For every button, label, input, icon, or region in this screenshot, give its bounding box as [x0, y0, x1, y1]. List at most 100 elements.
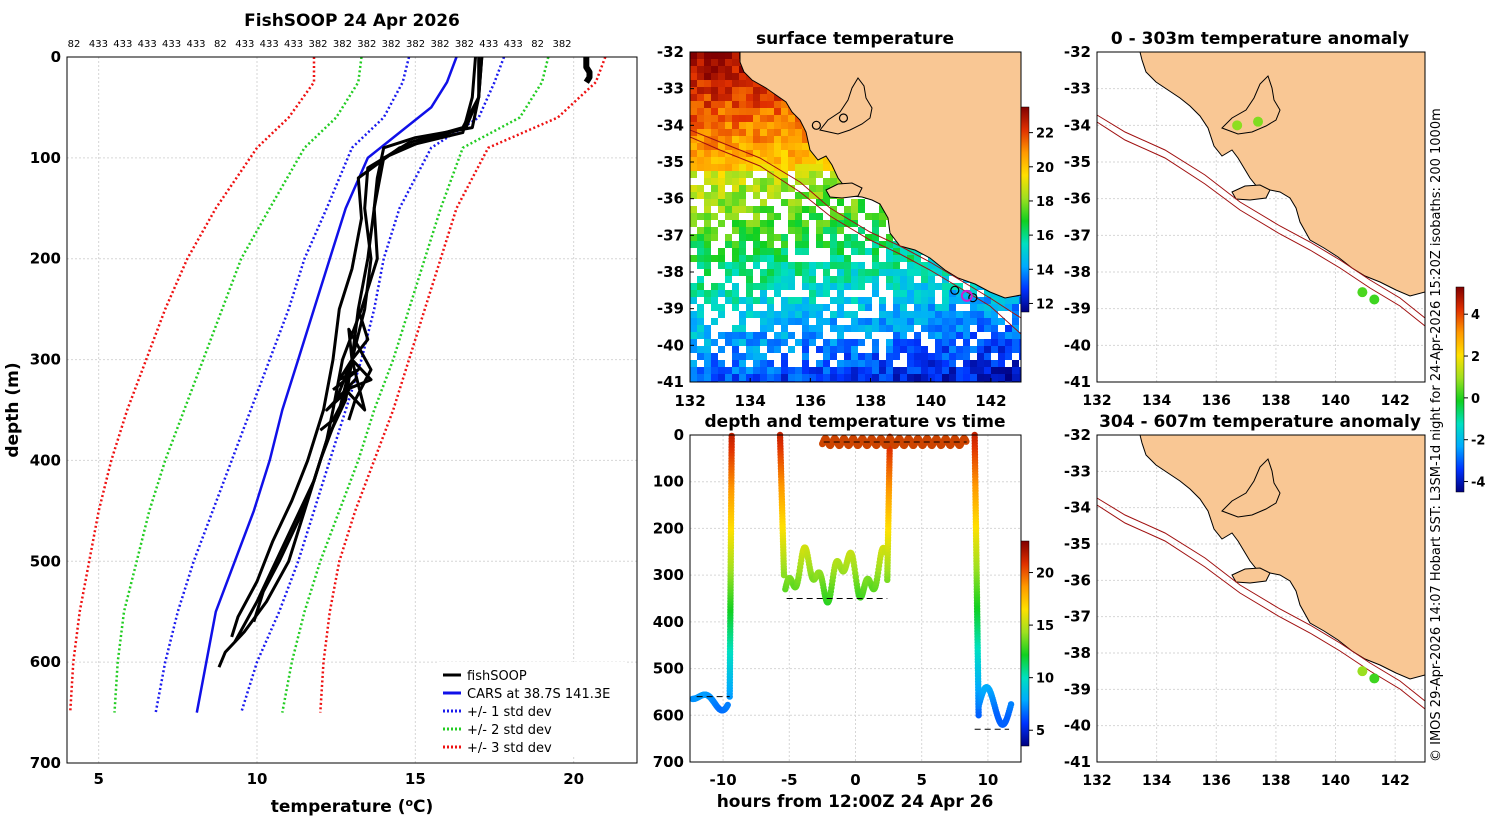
sst-cell: [844, 262, 851, 269]
sst-cell: [795, 325, 802, 332]
sst-cell: [795, 290, 802, 297]
sst-cell: [725, 353, 732, 360]
sst-cell: [746, 157, 753, 164]
sst-cell: [872, 255, 879, 262]
sst-cell: [781, 290, 788, 297]
sst-cell: [711, 171, 718, 178]
sst-cell: [697, 304, 704, 311]
sst-cell: [746, 304, 753, 311]
sst-cell: [795, 213, 802, 220]
sst-cell: [725, 360, 732, 367]
sst-cell: [767, 157, 774, 164]
sst-cell: [739, 297, 746, 304]
legend-label-fishsoop: fishSOOP: [467, 669, 527, 684]
anom-xtick-label: 134: [1142, 393, 1171, 409]
sst-cell: [704, 122, 711, 129]
sst-cell: [732, 143, 739, 150]
sst-cell: [718, 171, 725, 178]
sst-cell: [760, 255, 767, 262]
sst-cell: [746, 129, 753, 136]
sst-cell: [690, 220, 697, 227]
sst-cell: [697, 87, 704, 94]
sst-cell: [704, 290, 711, 297]
sst-cell: [767, 192, 774, 199]
sst-cell: [760, 304, 767, 311]
sst-cell: [802, 255, 809, 262]
sst-cell: [753, 213, 760, 220]
sst-cell: [991, 360, 998, 367]
sst-cell: [872, 234, 879, 241]
sst-cell: [739, 374, 746, 381]
anom-colorbar-label: 2: [1471, 350, 1480, 365]
sst-cell: [788, 346, 795, 353]
sst-cell: [781, 360, 788, 367]
sst-cell: [935, 297, 942, 304]
sst-cell: [788, 185, 795, 192]
profile-series-line: [319, 56, 607, 713]
sst-cell: [725, 213, 732, 220]
sst-cell: [914, 367, 921, 374]
sst-cell: [921, 339, 928, 346]
sst-cell: [697, 332, 704, 339]
legend-box: [437, 662, 627, 756]
sst-cell: [690, 59, 697, 66]
sst-cell: [718, 304, 725, 311]
sst-cell: [935, 276, 942, 283]
sample-count-label: 433: [162, 39, 181, 50]
sst-cell: [858, 374, 865, 381]
sst-cell: [725, 87, 732, 94]
sst-cell: [963, 367, 970, 374]
sst-cell: [984, 332, 991, 339]
sst-cell: [1005, 297, 1012, 304]
sst-cell: [732, 325, 739, 332]
sst-cell: [753, 290, 760, 297]
anom-point: [1357, 287, 1368, 298]
sst-cell: [900, 304, 907, 311]
sst-cell: [816, 220, 823, 227]
sst-cell: [942, 304, 949, 311]
sst-cell: [725, 374, 732, 381]
sst-cell: [1019, 311, 1021, 318]
sst-cell: [844, 353, 851, 360]
sst-cell: [865, 276, 872, 283]
sst-cell: [725, 297, 732, 304]
sst-cell: [858, 360, 865, 367]
sst-cell: [942, 297, 949, 304]
sst-cell: [732, 206, 739, 213]
anom-shallow-land: [1139, 51, 1426, 297]
sst-cell: [970, 325, 977, 332]
profile-xtick-label: 5: [93, 770, 103, 788]
sample-count-label: 382: [455, 39, 474, 50]
sst-cell: [886, 304, 893, 311]
sst-cell: [823, 164, 830, 171]
sst-cell: [809, 213, 816, 220]
sst-cell: [690, 367, 697, 374]
sst-cell: [844, 213, 851, 220]
sst-cell: [767, 353, 774, 360]
sst-cell: [816, 339, 823, 346]
sst-cell: [921, 353, 928, 360]
sst-cell: [893, 311, 900, 318]
sst-cell: [830, 213, 837, 220]
sst-cell: [711, 178, 718, 185]
sst-cell: [760, 325, 767, 332]
sst-cell: [697, 157, 704, 164]
sst-cell: [774, 136, 781, 143]
sst-cell: [809, 318, 816, 325]
sst-cell: [718, 255, 725, 262]
sst-cell: [732, 332, 739, 339]
anom-xtick-label: 136: [1202, 773, 1231, 789]
anom-ytick-label: -41: [1064, 753, 1091, 771]
sst-cell: [795, 374, 802, 381]
sst-cell: [914, 290, 921, 297]
sst-cell: [774, 164, 781, 171]
sst-cell: [690, 52, 697, 59]
sst-cell: [753, 325, 760, 332]
sst-cell: [893, 248, 900, 255]
sst-cell: [704, 297, 711, 304]
sst-cell: [921, 269, 928, 276]
sst-cell: [844, 255, 851, 262]
sst-cell: [690, 129, 697, 136]
sst-cell: [781, 332, 788, 339]
